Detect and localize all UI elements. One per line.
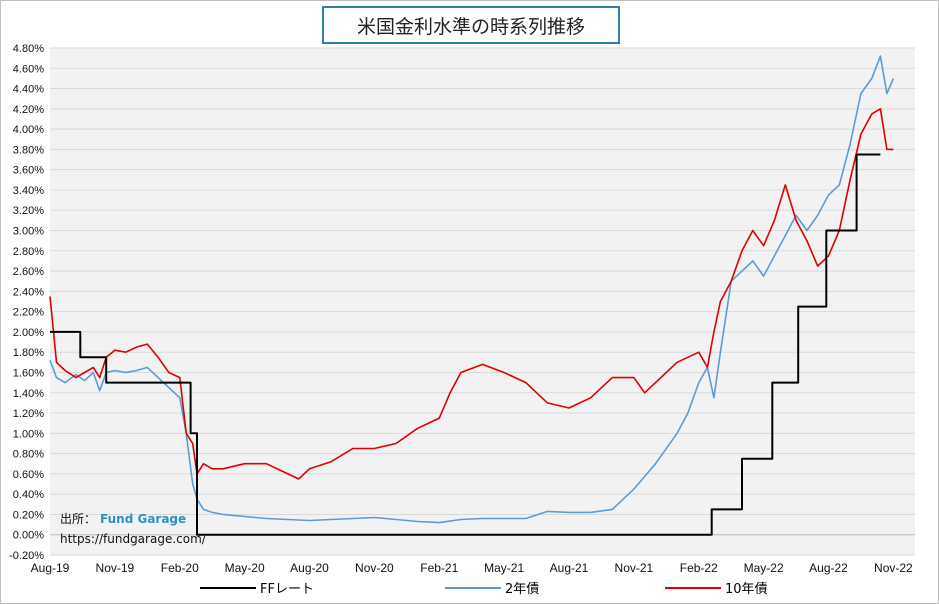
legend-item-ff: FFレート (200, 578, 314, 597)
x-tick-label: Aug-19 (31, 561, 70, 575)
x-tick-label: Nov-20 (355, 561, 394, 575)
source-label: 出所： (60, 512, 97, 526)
y-tick-label: 1.20% (13, 408, 44, 420)
y-tick-label: 0.60% (13, 469, 44, 481)
y-tick-label: 1.80% (13, 347, 44, 359)
x-tick-label: May-22 (744, 561, 784, 575)
series-line-y2 (49, 55, 895, 524)
source-brand: Fund Garage (100, 512, 187, 526)
y-tick-label: 1.40% (13, 388, 44, 400)
legend-swatch-ff (200, 586, 256, 589)
x-tick-label: Nov-22 (874, 561, 913, 575)
y-tick-label: 1.00% (13, 428, 44, 440)
legend-label-y2: 2年債 (505, 582, 540, 597)
legend-item-y2: 2年債 (445, 578, 539, 597)
x-tick-label: Feb-21 (420, 561, 458, 575)
series-line-y10 (49, 108, 894, 480)
y-tick-label: 3.20% (13, 205, 44, 217)
y-tick-label: 0.00% (13, 530, 44, 542)
legend-item-y10: 10年債 (665, 578, 768, 597)
y-tick-label: -0.20% (9, 550, 44, 562)
legend: FFレート 2年債 10年債 (200, 578, 800, 598)
y-tick-label: 4.20% (13, 104, 44, 116)
legend-swatch-y10 (665, 586, 721, 589)
y-tick-label: 2.80% (13, 246, 44, 258)
y-tick-label: 0.80% (13, 449, 44, 461)
legend-label-y10: 10年債 (725, 582, 768, 597)
y-tick-label: 4.80% (13, 43, 44, 55)
y-tick-label: 4.60% (13, 63, 44, 75)
x-tick-label: Aug-21 (550, 561, 589, 575)
x-tick-label: Aug-20 (290, 561, 329, 575)
y-tick-label: 0.40% (13, 489, 44, 501)
y-tick-label: 3.60% (13, 165, 44, 177)
plot-area (50, 48, 915, 555)
source-url: https://fundgarage.com/ (60, 532, 206, 546)
chart-title: 米国金利水準の時系列推移 (322, 6, 620, 44)
y-tick-label: 3.40% (13, 185, 44, 197)
y-tick-label: 0.20% (13, 509, 44, 521)
legend-label-ff: FFレート (260, 582, 314, 597)
y-tick-label: 3.00% (13, 226, 44, 238)
y-tick-label: 4.40% (13, 84, 44, 96)
y-tick-label: 2.60% (13, 266, 44, 278)
legend-swatch-y2 (445, 586, 501, 589)
y-tick-label: 3.80% (13, 144, 44, 156)
x-tick-label: Feb-22 (680, 561, 718, 575)
x-tick-label: Nov-21 (615, 561, 654, 575)
y-tick-label: 1.60% (13, 367, 44, 379)
x-tick-label: Nov-19 (96, 561, 135, 575)
x-tick-label: May-20 (225, 561, 265, 575)
y-tick-label: 2.00% (13, 327, 44, 339)
x-tick-label: Feb-20 (161, 561, 199, 575)
source-note: 出所： Fund Garage (60, 510, 186, 527)
y-tick-label: 2.20% (13, 307, 44, 319)
y-tick-label: 2.40% (13, 286, 44, 298)
x-tick-label: Aug-22 (809, 561, 848, 575)
x-tick-label: May-21 (484, 561, 524, 575)
series-line-ff (50, 153, 881, 536)
y-tick-label: 4.00% (13, 124, 44, 136)
